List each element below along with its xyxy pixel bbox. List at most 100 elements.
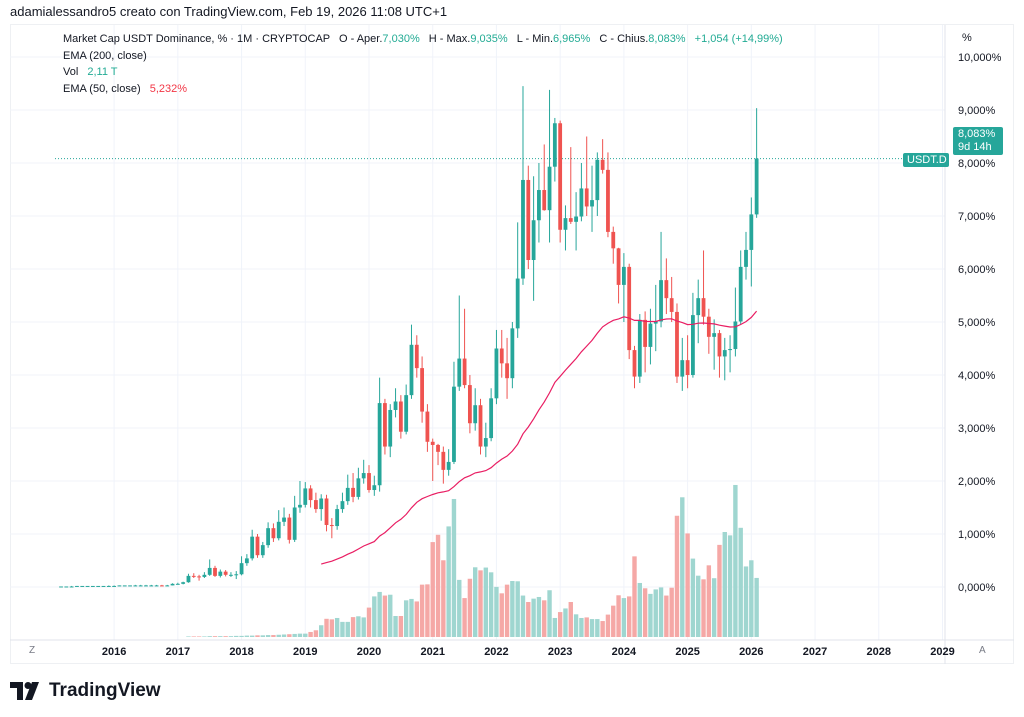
candle[interactable] [542,144,547,211]
candle[interactable] [175,582,180,585]
candle[interactable] [574,192,578,251]
candle[interactable] [452,361,456,465]
candle[interactable] [377,377,382,492]
candle[interactable] [701,250,706,325]
candle[interactable] [101,585,106,587]
candle[interactable] [457,295,462,391]
candle[interactable] [106,585,111,587]
candle[interactable] [558,120,563,243]
candle[interactable] [351,473,355,503]
candle[interactable] [223,570,228,577]
candle[interactable] [133,584,138,587]
candle[interactable] [298,481,302,513]
candle[interactable] [383,398,387,455]
candle[interactable] [213,565,217,577]
candle[interactable] [335,504,340,530]
candle[interactable] [478,398,483,455]
candle[interactable] [563,205,568,251]
candle[interactable] [292,495,297,542]
candle[interactable] [712,319,717,370]
candle[interactable] [489,388,494,442]
candle[interactable] [266,522,271,548]
candle[interactable] [112,585,117,587]
candle[interactable] [531,176,536,301]
zoom-reset-button[interactable]: Z [29,645,36,656]
candle[interactable] [138,584,143,587]
candle[interactable] [462,308,467,389]
candle[interactable] [170,583,175,586]
candle[interactable] [356,467,361,500]
candle[interactable] [191,573,196,578]
candle[interactable] [367,465,371,493]
candle[interactable] [59,586,63,588]
candle[interactable] [675,303,679,383]
candle[interactable] [287,513,292,544]
candle[interactable] [308,485,313,508]
legend-volume[interactable]: Vol 2,11 T [63,64,783,81]
candle[interactable] [537,163,541,243]
candle[interactable] [122,585,127,587]
candle[interactable] [590,165,594,232]
candle[interactable] [117,585,122,587]
candle[interactable] [521,86,525,285]
candle[interactable] [197,574,201,581]
candle[interactable] [526,165,531,269]
candle[interactable] [669,276,674,322]
candle[interactable] [229,572,233,577]
axis-unit[interactable]: % [962,32,972,44]
candle[interactable] [430,438,435,481]
candle[interactable] [595,152,600,216]
candle[interactable] [329,518,334,539]
candle[interactable] [467,375,472,434]
candle[interactable] [505,337,509,399]
candle[interactable] [749,197,754,287]
candle[interactable] [436,443,440,466]
candle[interactable] [621,253,626,322]
candle[interactable] [685,335,690,389]
candle[interactable] [393,388,398,418]
candle[interactable] [361,459,366,484]
candle[interactable] [680,337,685,391]
candle[interactable] [510,322,515,389]
candle[interactable] [154,584,159,587]
candle[interactable] [314,492,318,513]
candle[interactable] [425,404,430,452]
candle[interactable] [744,231,748,280]
candle[interactable] [632,345,637,389]
candle[interactable] [691,292,695,378]
candle[interactable] [75,585,79,587]
candle[interactable] [319,494,324,521]
candle[interactable] [733,287,738,357]
candle[interactable] [606,152,610,238]
candle[interactable] [218,569,223,578]
candle[interactable] [414,335,419,378]
candle[interactable] [64,586,69,588]
candle[interactable] [584,136,589,217]
candle[interactable] [515,222,520,338]
candle[interactable] [181,581,186,585]
candle[interactable] [165,584,170,587]
candle[interactable] [611,226,616,264]
candle[interactable] [722,337,727,381]
auto-scale-button[interactable]: A [979,645,986,656]
candle[interactable] [144,584,148,587]
candle[interactable] [96,585,101,587]
candle[interactable] [282,507,286,527]
candle[interactable] [579,163,584,222]
candle[interactable] [717,329,722,378]
legend-ema50[interactable]: EMA (50, close) 5,232% [63,81,783,98]
candle[interactable] [255,534,260,558]
candle[interactable] [388,404,393,458]
candle[interactable] [271,523,276,542]
candle[interactable] [160,584,164,587]
candle[interactable] [473,388,478,431]
candle[interactable] [250,529,255,561]
candle[interactable] [420,356,424,423]
candle[interactable] [600,139,605,174]
candle[interactable] [754,108,759,218]
candle[interactable] [706,308,711,354]
candle[interactable] [372,475,377,496]
candle[interactable] [499,329,504,378]
candle[interactable] [345,474,350,505]
